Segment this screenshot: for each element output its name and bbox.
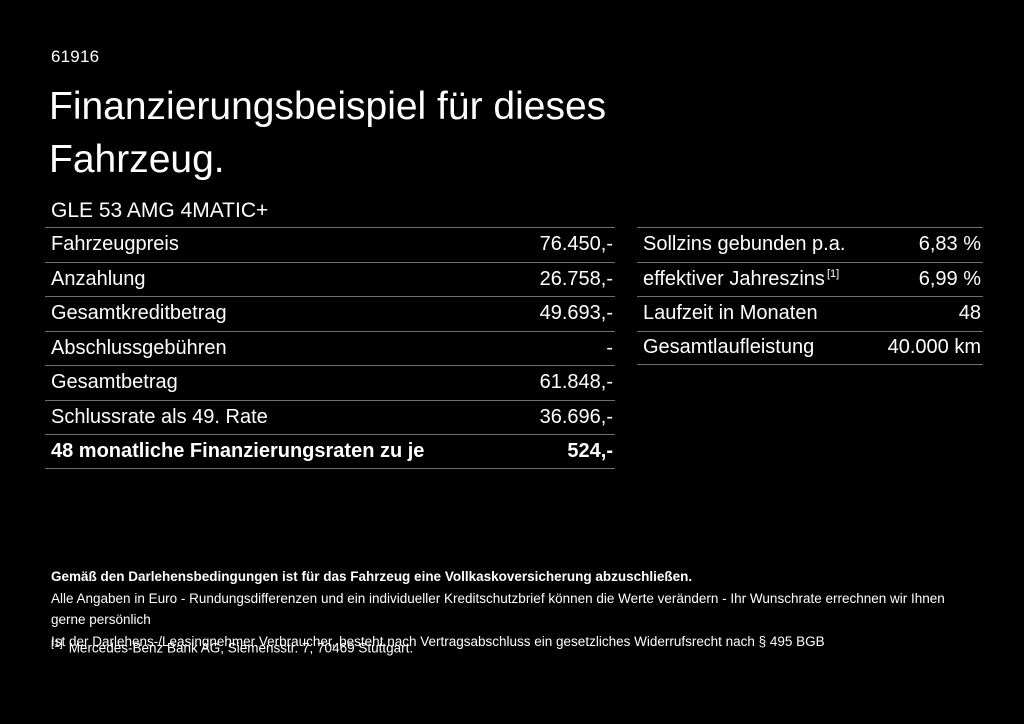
table-row-sollzins: Sollzins gebunden p.a. 6,83 % [637,227,983,262]
row-label: Anzahlung [51,267,146,290]
row-label: Schlussrate als 49. Rate [51,405,268,428]
legal-line-disclaimer: Alle Angaben in Euro - Rundungsdifferenz… [51,590,945,628]
table-row-gesamtlaufleistung: Gesamtlaufleistung 40.000 km [637,330,983,365]
row-label: Abschlussgebühren [51,336,227,359]
row-label: Gesamtlaufleistung [643,336,815,359]
table-row-gesamtbetrag: Gesamtbetrag 61.848,- [45,365,615,400]
legal-line-insurance: Gemäß den Darlehensbedingungen ist für d… [51,569,693,584]
financing-table: Fahrzeugpreis 76.450,- Anzahlung 26.758,… [45,227,615,469]
row-value: 76.450,- [539,233,613,256]
row-value: 49.693,- [539,302,613,325]
table-row-fahrzeugpreis: Fahrzeugpreis 76.450,- [45,227,615,262]
row-value: 6,83 % [918,233,981,256]
row-value: 40.000 km [887,336,981,359]
row-label: Sollzins gebunden p.a. [643,233,846,256]
row-value: 36.696,- [539,405,613,428]
conditions-table: Sollzins gebunden p.a. 6,83 % effektiver… [637,227,983,469]
footnote-text: Mercedes-Benz Bank AG, Siemensstr. 7, 70… [68,640,414,656]
row-value: - [606,336,613,359]
row-value: 61.848,- [539,371,613,394]
legal-text: Gemäß den Darlehensbedingungen ist für d… [51,566,981,652]
row-label: 48 monatliche Finanzierungsraten zu je [51,439,425,462]
row-value: 524,- [567,439,613,462]
table-row-monatsrate: 48 monatliche Finanzierungsraten zu je 5… [45,434,615,469]
financing-tables: Fahrzeugpreis 76.450,- Anzahlung 26.758,… [45,227,983,469]
vehicle-model: GLE 53 AMG 4MATIC+ [51,199,269,222]
row-label-text: effektiver Jahreszins [643,267,825,290]
table-row-schlussrate: Schlussrate als 49. Rate 36.696,- [45,399,615,435]
row-label: effektiver Jahreszins [1] [643,268,839,291]
table-row-laufzeit: Laufzeit in Monaten 48 [637,296,983,331]
table-row-effektiver-jahreszins: effektiver Jahreszins [1] 6,99 % [637,261,983,297]
page-title: Finanzierungsbeispiel für dieses Fahrzeu… [49,85,607,181]
row-label: Gesamtkreditbetrag [51,302,227,325]
footnote-marker: [1] [51,638,63,650]
legal-line-widerrufsrecht: Ist der Darlehens-/Leasingnehmer Verbrau… [51,633,825,649]
footnote-marker: [1] [826,268,840,281]
table-row-anzahlung: Anzahlung 26.758,- [45,261,615,297]
row-value: 26.758,- [539,267,613,290]
document-number: 61916 [51,47,100,66]
row-label: Laufzeit in Monaten [643,302,818,325]
table-row-abschlussgebuehren: Abschlussgebühren - [45,330,615,366]
footnote: [1] Mercedes-Benz Bank AG, Siemensstr. 7,… [51,638,413,656]
row-value: 48 [958,302,981,325]
row-value: 6,99 % [918,267,981,290]
row-label: Fahrzeugpreis [51,233,179,256]
row-label: Gesamtbetrag [51,371,178,394]
table-row-gesamtkreditbetrag: Gesamtkreditbetrag 49.693,- [45,296,615,331]
